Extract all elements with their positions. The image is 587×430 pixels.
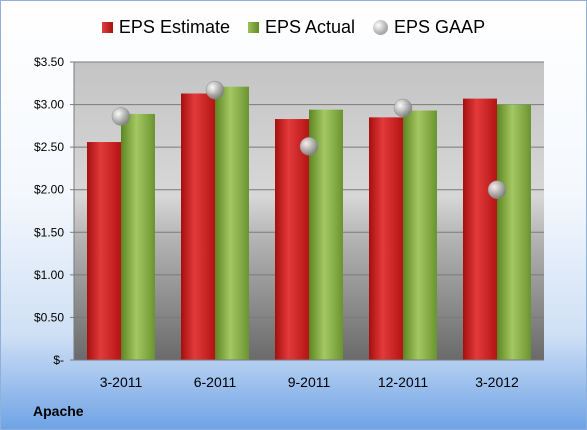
y-tick-label: $1.00 xyxy=(34,268,64,282)
y-tick-label: $2.00 xyxy=(34,183,64,197)
company-name: Apache xyxy=(33,403,84,419)
legend-swatch-eps-actual xyxy=(247,22,259,33)
legend-label-eps-estimate: EPS Estimate xyxy=(118,17,230,37)
bar-eps-estimate xyxy=(463,98,497,361)
x-tick-label: 3-2012 xyxy=(475,374,519,390)
x-tick-label: 9-2011 xyxy=(288,374,331,390)
marker-eps-gaap xyxy=(299,137,319,156)
marker-eps-gaap xyxy=(205,80,225,100)
y-tick-label: $2.50 xyxy=(34,140,64,154)
bar-eps-estimate xyxy=(87,142,121,360)
bar-eps-actual xyxy=(497,104,531,360)
gaap-markers xyxy=(111,80,507,199)
legend-label-eps-gaap: EPS GAAP xyxy=(394,17,486,37)
bar-eps-estimate xyxy=(275,119,309,360)
y-tick-label: $3.00 xyxy=(34,98,64,112)
bar-eps-actual xyxy=(215,86,249,360)
y-tick-label: $1.50 xyxy=(34,225,64,239)
x-axis: 3-2011 6-2011 9-2011 12-2011 3-2012 xyxy=(74,359,544,390)
legend-item-eps-actual: EPS Actual xyxy=(247,17,356,38)
marker-eps-gaap xyxy=(111,107,131,126)
legend-item-eps-estimate: EPS Estimate xyxy=(101,17,230,38)
legend-swatch-eps-estimate xyxy=(101,22,113,33)
legend-item-eps-gaap: EPS GAAP xyxy=(373,17,485,38)
x-tick-label: 6-2011 xyxy=(194,374,237,390)
x-tick-label: 12-2011 xyxy=(378,374,429,390)
legend: EPS Estimate EPS Actual EPS GAAP xyxy=(1,17,586,38)
bar-eps-actual xyxy=(121,113,155,361)
y-tick-label: $- xyxy=(53,353,64,367)
marker-eps-gaap xyxy=(393,98,413,118)
bars xyxy=(87,86,531,361)
y-axis: $- $0.50 $1.00 $1.50 $2.00 $2.50 $3.00 $3.50 xyxy=(34,55,75,367)
x-tick-label: 3-2011 xyxy=(100,374,143,390)
marker-eps-gaap xyxy=(487,180,507,199)
legend-label-eps-actual: EPS Actual xyxy=(264,17,356,37)
bar-eps-actual xyxy=(403,110,437,360)
y-tick-label: $0.50 xyxy=(34,310,64,324)
y-tick-label: $3.50 xyxy=(34,55,64,69)
legend-swatch-eps-gaap xyxy=(373,20,389,35)
bar-eps-estimate xyxy=(181,93,215,360)
bar-eps-estimate xyxy=(369,117,403,360)
